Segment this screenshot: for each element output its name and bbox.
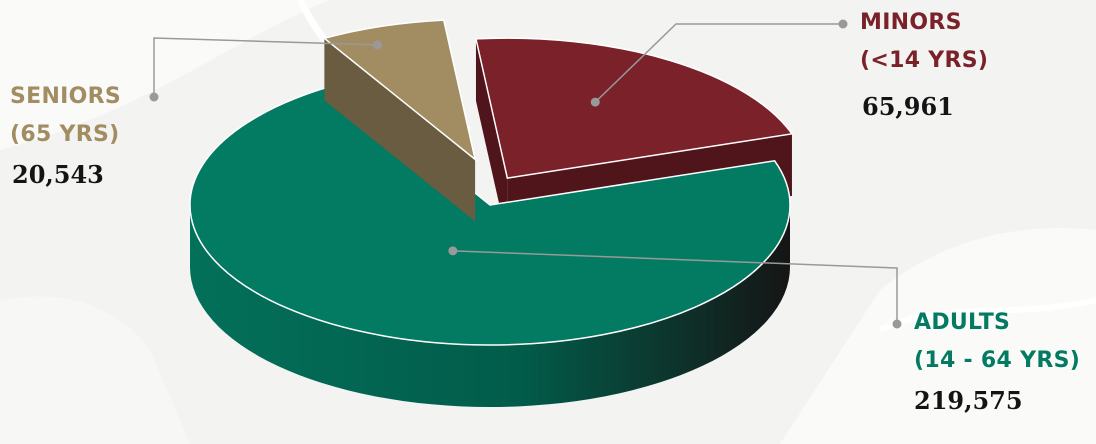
slice-adults — [189, 83, 791, 407]
value-minors: 65,961 — [862, 92, 954, 121]
slice-minors-top — [475, 37, 794, 179]
slice-minors-cut-face — [475, 38, 508, 241]
label-minors-line1: MINORS — [860, 10, 962, 35]
leader-line-minors — [590, 19, 848, 107]
label-adults-line1: ADULTS — [914, 310, 1011, 335]
leader-line-seniors — [149, 37, 382, 102]
slice-seniors-top — [322, 19, 477, 162]
leader-line-adults — [448, 246, 902, 329]
label-seniors-line1: SENIORS — [10, 84, 122, 109]
leader-dot-minors-outer — [838, 19, 848, 29]
label-minors: MINORS (<14 YRS) — [860, 4, 988, 80]
slice-seniors — [322, 19, 477, 222]
leader-dot-adults-outer — [892, 319, 902, 329]
slice-seniors-cut-face — [324, 38, 476, 222]
label-seniors: SENIORS (65 YRS) — [10, 78, 121, 154]
leader-dot-adults-inner — [448, 246, 458, 256]
slice-adults-top — [189, 83, 791, 346]
label-minors-line2: (<14 YRS) — [860, 48, 989, 73]
label-seniors-line2: (65 YRS) — [10, 122, 120, 147]
label-adults-line2: (14 - 64 YRS) — [914, 348, 1081, 373]
leader-dot-seniors-inner — [372, 40, 382, 50]
leader-dot-minors-inner — [590, 97, 600, 107]
slice-adults-side — [190, 205, 790, 407]
value-adults: 219,575 — [914, 386, 1023, 415]
value-seniors: 20,543 — [12, 160, 104, 189]
leader-dot-seniors-outer — [149, 92, 159, 102]
label-adults: ADULTS (14 - 64 YRS) — [914, 304, 1080, 380]
